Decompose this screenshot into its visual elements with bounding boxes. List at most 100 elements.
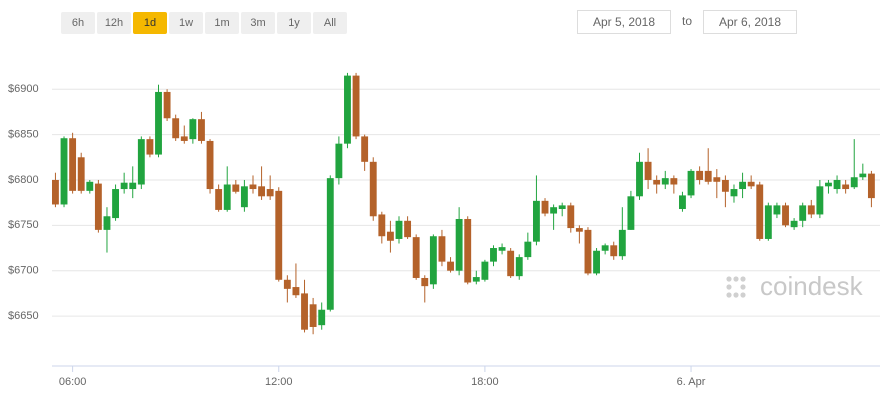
x-tick-label: 06:00 [59, 376, 87, 388]
candle-body [507, 250, 515, 277]
candle-body [292, 287, 300, 296]
candle-body [60, 138, 68, 205]
candle-body [747, 181, 755, 187]
candle-body [859, 173, 867, 178]
candle-body [558, 205, 566, 210]
candle-body [344, 75, 351, 144]
candle-body [670, 178, 678, 185]
candle-body [816, 186, 824, 215]
candle-body [103, 216, 111, 230]
date-from[interactable]: Apr 5, 2018 [577, 10, 671, 34]
y-tick-label: $6850 [8, 129, 39, 141]
candle-body [825, 182, 832, 187]
candle-body [704, 170, 712, 182]
candle-body [335, 143, 343, 179]
x-tick-label: 6. Apr [677, 376, 706, 388]
candle-body [653, 179, 661, 185]
candle-body [155, 91, 162, 155]
x-tick-label: 12:00 [265, 376, 293, 388]
candle-body [112, 189, 119, 219]
candle-body [713, 177, 721, 182]
candle-body [721, 179, 729, 192]
candle-body [86, 181, 94, 191]
range-button[interactable]: 6h [61, 12, 95, 34]
candle-body [318, 309, 326, 326]
candle-body [498, 247, 506, 251]
range-button[interactable]: 1m [205, 12, 239, 34]
candle-body [782, 205, 789, 226]
candle-body [739, 181, 747, 190]
candle-body [438, 236, 446, 262]
range-button[interactable]: 1w [169, 12, 203, 34]
range-button[interactable]: 3m [241, 12, 275, 34]
candle-body [636, 161, 643, 197]
candle-body [163, 91, 171, 119]
candle-body [696, 170, 704, 180]
candle-body [756, 184, 764, 239]
candle-body [807, 205, 815, 215]
candle-body [833, 179, 841, 190]
watermark-logo [726, 276, 746, 298]
candle-body [515, 257, 523, 277]
candle-body [575, 228, 583, 232]
candle-body [618, 229, 626, 257]
candle-body [429, 236, 437, 285]
candle-body [258, 186, 266, 197]
candle-body [77, 157, 85, 191]
date-until[interactable]: Apr 6, 2018 [703, 10, 797, 34]
candle-body [661, 178, 669, 185]
y-tick-label: $6750 [8, 219, 39, 231]
candle-body [137, 139, 145, 185]
candle-body [52, 179, 59, 205]
candle-body [490, 248, 497, 262]
y-tick-label: $6900 [8, 83, 39, 95]
candle-body [283, 279, 291, 289]
candle-body [395, 220, 403, 239]
candle-body [275, 190, 283, 280]
candle-body [790, 220, 798, 228]
candle-body [679, 195, 686, 210]
candle-body [472, 277, 480, 282]
candle-body [386, 231, 394, 241]
candle-body [541, 200, 549, 214]
range-button[interactable]: All [313, 12, 347, 34]
candle-body [773, 205, 781, 215]
candle-body [146, 139, 154, 155]
candle-body [481, 261, 489, 280]
candle-body [326, 178, 334, 310]
candle-body [172, 118, 180, 139]
candle-body [223, 184, 231, 210]
candle-body [198, 119, 205, 141]
candle-body [584, 229, 592, 274]
candle-body [764, 205, 772, 239]
candle-body [627, 196, 635, 230]
candle-body [842, 184, 850, 190]
y-tick-label: $6650 [8, 310, 39, 322]
candle-body [464, 218, 472, 283]
range-button[interactable]: 1d [133, 12, 167, 34]
candle-body [180, 136, 188, 141]
range-button[interactable]: 1y [277, 12, 311, 34]
candle-body [593, 250, 600, 274]
candle-body [215, 189, 223, 210]
candle-body [610, 245, 618, 257]
candle-body [799, 205, 807, 221]
range-button[interactable]: 12h [97, 12, 131, 34]
candle-body [266, 189, 274, 197]
candle-body [421, 277, 429, 287]
candle-body [850, 177, 858, 188]
watermark: coindesk [760, 271, 864, 301]
candle-body [232, 184, 240, 192]
candle-body [867, 173, 875, 199]
x-tick-label: 18:00 [471, 376, 499, 388]
candle-body [550, 207, 558, 214]
candle-body [129, 182, 137, 190]
candle-body [69, 138, 77, 191]
candle-body [301, 293, 308, 330]
y-tick-label: $6700 [8, 265, 39, 277]
candle-body [369, 161, 377, 217]
candle-body [412, 237, 420, 278]
candle-body [309, 304, 317, 327]
